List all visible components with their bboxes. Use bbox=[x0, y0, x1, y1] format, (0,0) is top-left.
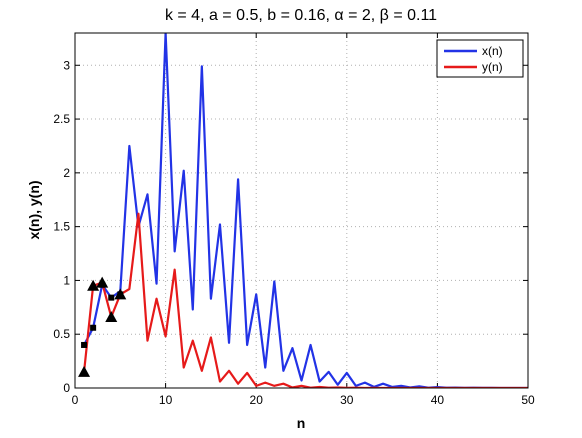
x-tick-label: 40 bbox=[431, 393, 445, 407]
triangle-marker bbox=[114, 288, 127, 300]
y-tick-label: 0 bbox=[63, 381, 70, 395]
y-tick-label: 2.5 bbox=[53, 112, 70, 126]
data-markers bbox=[78, 276, 127, 377]
x-tick-label: 10 bbox=[159, 393, 173, 407]
square-marker bbox=[90, 324, 97, 331]
chart-title: k = 4, a = 0.5, b = 0.16, α = 2, β = 0.1… bbox=[165, 7, 437, 24]
legend-label-x: x(n) bbox=[482, 44, 503, 58]
legend-box bbox=[436, 39, 524, 78]
triangle-marker bbox=[87, 279, 100, 291]
square-marker bbox=[81, 341, 88, 348]
series-line-y bbox=[82, 212, 528, 388]
square-marker bbox=[108, 294, 115, 301]
x-tick-label: 0 bbox=[72, 393, 79, 407]
x-tick-label: 50 bbox=[521, 393, 535, 407]
tick-labels: 0 10 20 30 40 50 0 0.5 1 1.5 2 2.5 3 bbox=[53, 58, 535, 407]
y-tick-label: 2 bbox=[63, 166, 70, 180]
y-tick-label: 3 bbox=[63, 58, 70, 72]
y-tick-label: 1 bbox=[63, 273, 70, 287]
legend: x(n) y(n) bbox=[436, 39, 524, 78]
x-tick-label: 20 bbox=[250, 393, 264, 407]
triangle-marker bbox=[105, 311, 118, 322]
x-axis-label: n bbox=[297, 415, 306, 431]
x-tick-label: 30 bbox=[340, 393, 354, 407]
legend-label-y: y(n) bbox=[482, 60, 503, 74]
y-axis-label: x(n), y(n) bbox=[26, 180, 42, 239]
y-tick-label: 1.5 bbox=[53, 220, 70, 234]
y-tick-label: 0.5 bbox=[53, 327, 70, 341]
triangle-marker bbox=[78, 365, 91, 377]
triangle-marker bbox=[96, 276, 109, 288]
plot-frame bbox=[74, 32, 529, 389]
